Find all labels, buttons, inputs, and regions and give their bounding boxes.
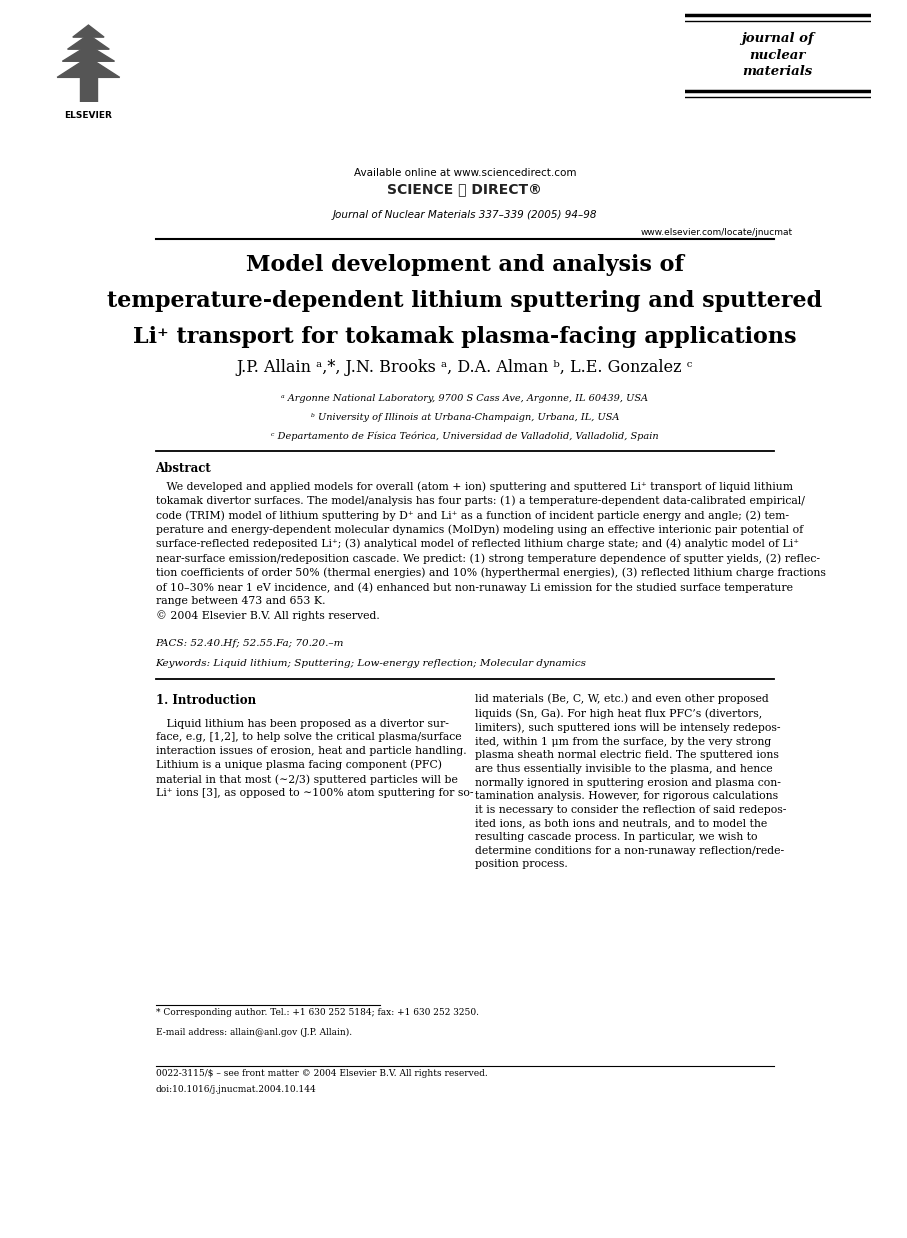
Text: 1. Introduction: 1. Introduction bbox=[156, 693, 256, 707]
Text: Abstract: Abstract bbox=[156, 462, 211, 475]
Text: ELSEVIER: ELSEVIER bbox=[64, 111, 112, 120]
Text: PACS: 52.40.Hf; 52.55.Fa; 70.20.–m: PACS: 52.40.Hf; 52.55.Fa; 70.20.–m bbox=[156, 640, 344, 649]
Text: Journal of Nuclear Materials 337–339 (2005) 94–98: Journal of Nuclear Materials 337–339 (20… bbox=[333, 210, 597, 220]
Text: ᵃ Argonne National Laboratory, 9700 S Cass Ave, Argonne, IL 60439, USA: ᵃ Argonne National Laboratory, 9700 S Ca… bbox=[281, 394, 649, 402]
Text: E-mail address: allain@anl.gov (J.P. Allain).: E-mail address: allain@anl.gov (J.P. All… bbox=[156, 1028, 352, 1036]
Text: doi:10.1016/j.jnucmat.2004.10.144: doi:10.1016/j.jnucmat.2004.10.144 bbox=[156, 1084, 317, 1093]
Polygon shape bbox=[68, 35, 110, 50]
Polygon shape bbox=[73, 25, 104, 37]
Polygon shape bbox=[57, 57, 120, 77]
Text: Keywords: Liquid lithium; Sputtering; Low-energy reflection; Molecular dynamics: Keywords: Liquid lithium; Sputtering; Lo… bbox=[156, 659, 587, 667]
Text: We developed and applied models for overall (atom + ion) sputtering and sputtere: We developed and applied models for over… bbox=[156, 482, 825, 621]
Text: * Corresponding author. Tel.: +1 630 252 5184; fax: +1 630 252 3250.: * Corresponding author. Tel.: +1 630 252… bbox=[156, 1009, 479, 1018]
Text: Li⁺ transport for tokamak plasma-facing applications: Li⁺ transport for tokamak plasma-facing … bbox=[133, 327, 796, 348]
Text: ᶜ Departamento de Física Teórica, Universidad de Valladolid, Valladolid, Spain: ᶜ Departamento de Física Teórica, Univer… bbox=[271, 432, 658, 441]
Text: journal of
nuclear
materials: journal of nuclear materials bbox=[741, 32, 814, 78]
Text: J.P. Allain ᵃ,*, J.N. Brooks ᵃ, D.A. Alman ᵇ, L.E. Gonzalez ᶜ: J.P. Allain ᵃ,*, J.N. Brooks ᵃ, D.A. Alm… bbox=[237, 359, 693, 376]
Text: lid materials (Be, C, W, etc.) and even other proposed
liquids (Sn, Ga). For hig: lid materials (Be, C, W, etc.) and even … bbox=[475, 693, 786, 869]
Text: Available online at www.sciencedirect.com: Available online at www.sciencedirect.co… bbox=[354, 168, 576, 178]
Text: www.elsevier.com/locate/jnucmat: www.elsevier.com/locate/jnucmat bbox=[640, 228, 793, 236]
Text: SCIENCE ⓐ DIRECT®: SCIENCE ⓐ DIRECT® bbox=[387, 182, 542, 197]
Text: Liquid lithium has been proposed as a divertor sur-
face, e.g, [1,2], to help so: Liquid lithium has been proposed as a di… bbox=[156, 718, 473, 799]
Text: 0022-3115/$ – see front matter © 2004 Elsevier B.V. All rights reserved.: 0022-3115/$ – see front matter © 2004 El… bbox=[156, 1070, 487, 1078]
Polygon shape bbox=[63, 45, 114, 61]
Bar bbox=[80, 73, 97, 102]
Text: temperature-dependent lithium sputtering and sputtered: temperature-dependent lithium sputtering… bbox=[107, 290, 823, 312]
Text: Model development and analysis of: Model development and analysis of bbox=[246, 254, 684, 276]
Text: ᵇ University of Illinois at Urbana-Champaign, Urbana, IL, USA: ᵇ University of Illinois at Urbana-Champ… bbox=[311, 413, 619, 422]
